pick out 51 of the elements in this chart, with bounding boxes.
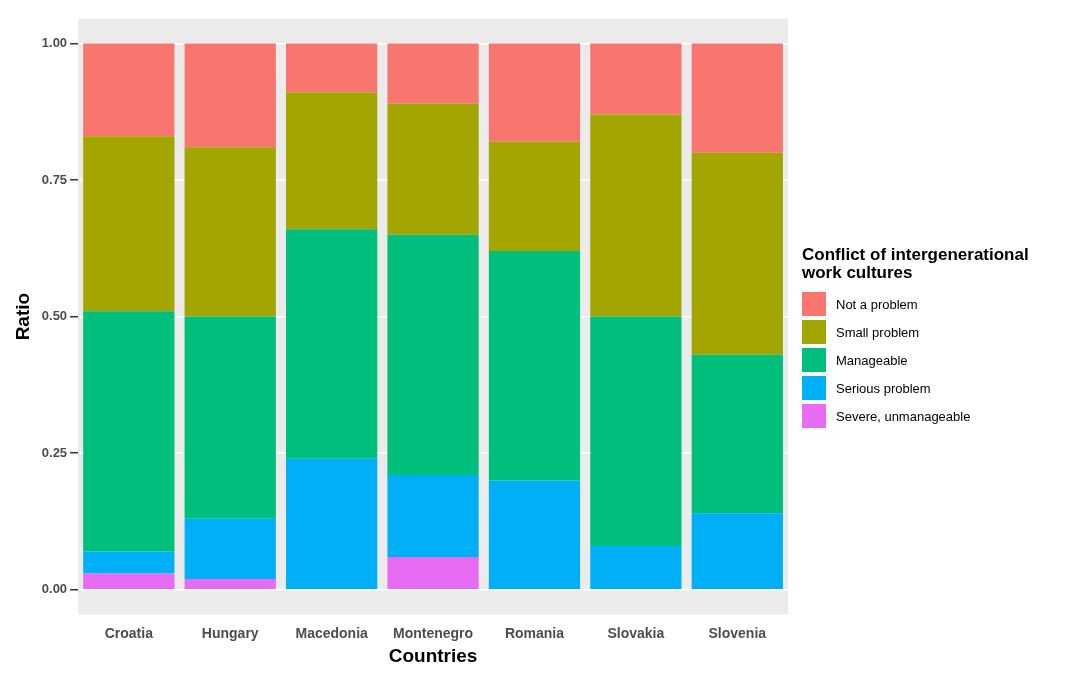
x-tick-label: Hungary (201, 624, 259, 641)
bar (83, 311, 175, 552)
bar (590, 316, 682, 547)
x-axis-title: Countries (388, 644, 478, 666)
x-tick-label: Macedonia (295, 624, 369, 641)
bar (83, 551, 175, 574)
bar (387, 43, 479, 104)
bar (387, 234, 479, 476)
x-tick-label: Croatia (104, 624, 154, 641)
bar (590, 546, 682, 590)
bar (184, 518, 276, 579)
bar (184, 43, 276, 148)
bar (387, 103, 479, 235)
x-tick-label: Montenegro (393, 624, 474, 641)
y-tick-label: 0.50 (41, 308, 68, 324)
bar (286, 92, 378, 230)
bar (286, 43, 378, 93)
bar (691, 513, 783, 590)
bar (691, 354, 783, 514)
x-tick-label: Romania (504, 624, 565, 641)
legend-label: Manageable (836, 352, 908, 368)
bar (691, 43, 783, 153)
bar (83, 136, 175, 312)
legend-label: Small problem (836, 324, 920, 340)
bar (590, 114, 682, 317)
y-tick-label: 0.25 (41, 444, 68, 460)
x-tick-label: Slovenia (708, 624, 767, 641)
bar (184, 578, 276, 590)
bar (184, 147, 276, 317)
bar (184, 316, 276, 519)
y-tick-label: 1.00 (41, 34, 68, 50)
bar (83, 43, 175, 137)
legend-label: Serious problem (836, 380, 931, 396)
bar (488, 43, 581, 142)
legend-label: Not a problem (836, 296, 918, 312)
bar (286, 229, 378, 459)
bar (488, 141, 581, 252)
bar (83, 573, 175, 590)
bar (488, 480, 581, 590)
y-tick-label: 0.00 (41, 581, 68, 597)
x-tick-label: Slovakia (607, 624, 665, 641)
legend-label: Severe, unmanageable (836, 408, 971, 424)
bar (590, 43, 682, 115)
bar (488, 251, 581, 481)
bar (691, 152, 783, 355)
y-tick-label: 0.75 (41, 171, 68, 187)
legend-title: Conflict of intergenerational work cultures (802, 245, 1030, 282)
bar (387, 557, 479, 590)
bar (387, 475, 479, 558)
y-axis-title: Ratio (11, 292, 33, 341)
bar (286, 458, 378, 590)
